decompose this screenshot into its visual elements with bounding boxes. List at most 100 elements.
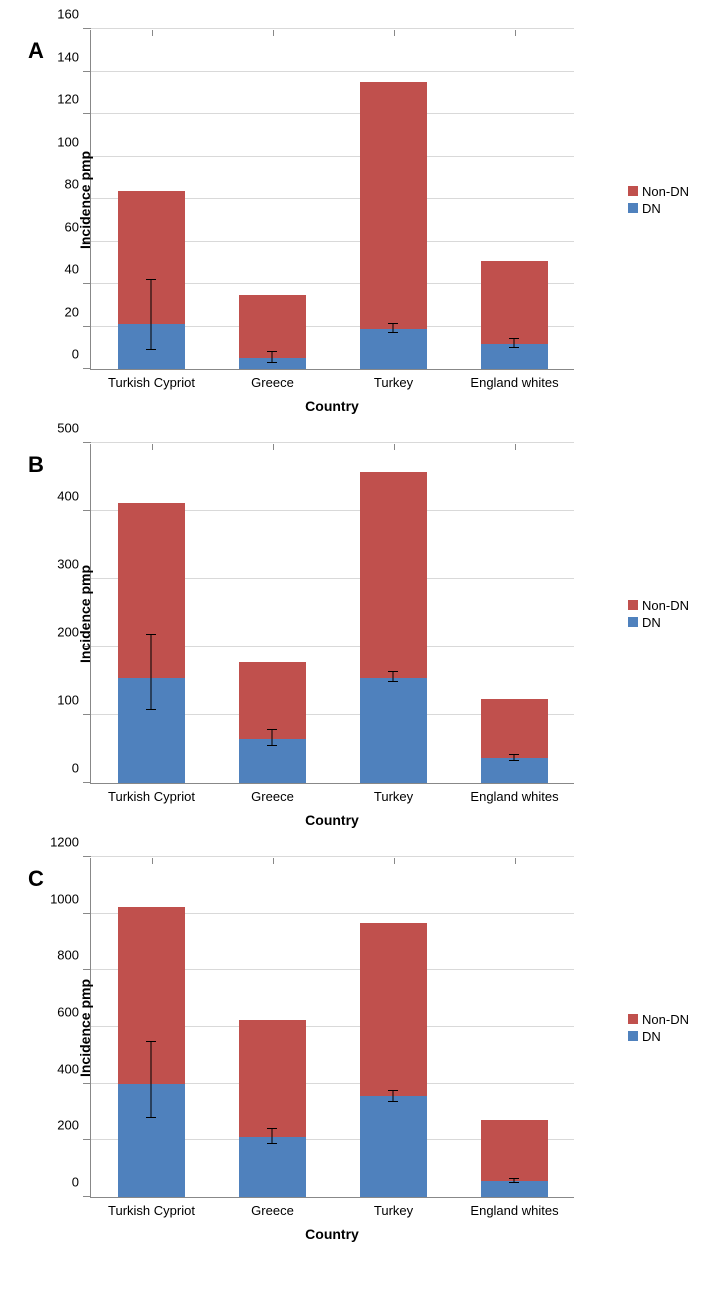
- legend-item: Non-DN: [628, 1012, 689, 1027]
- gridline: [91, 156, 574, 157]
- chart-panel-A: A020406080100120140160Incidence pmpTurki…: [20, 30, 694, 414]
- y-axis-label: Incidence pmp: [77, 150, 93, 248]
- x-tick: [394, 30, 395, 36]
- error-bar: [151, 1042, 152, 1118]
- bar-group: [239, 1020, 306, 1197]
- error-cap-top: [388, 1090, 398, 1091]
- legend-swatch: [628, 617, 638, 627]
- y-tick-label: 500: [57, 421, 91, 436]
- legend-label: Non-DN: [642, 1012, 689, 1027]
- y-tick-label: 1200: [50, 835, 91, 850]
- panel-label: A: [28, 38, 44, 64]
- error-cap-bottom: [146, 709, 156, 710]
- bar-segment-dn: [481, 1181, 548, 1197]
- bar-group: [239, 662, 306, 783]
- error-bar: [272, 1129, 273, 1144]
- x-tick: [273, 30, 274, 36]
- y-tick: [83, 969, 91, 970]
- y-tick: [83, 782, 91, 783]
- legend: Non-DN DN: [628, 1010, 689, 1046]
- y-tick-label: 0: [72, 761, 91, 776]
- y-tick: [83, 326, 91, 327]
- y-tick: [83, 510, 91, 511]
- chart-panel-C: C020040060080010001200Incidence pmpTurki…: [20, 858, 694, 1242]
- y-tick: [83, 442, 91, 443]
- bar-segment-non-dn: [360, 923, 427, 1097]
- bar-group: [360, 472, 427, 783]
- x-tick: [515, 30, 516, 36]
- legend-item: DN: [628, 201, 689, 216]
- y-tick-label: 400: [57, 489, 91, 504]
- y-tick: [83, 283, 91, 284]
- bar-segment-non-dn: [239, 662, 306, 739]
- x-tick-label: Turkish Cypriot: [108, 369, 195, 390]
- plot-area: 020040060080010001200Incidence pmpTurkis…: [90, 858, 574, 1198]
- legend-label: DN: [642, 615, 661, 630]
- x-tick-label: Turkish Cypriot: [108, 783, 195, 804]
- error-cap-bottom: [146, 349, 156, 350]
- bar-group: [481, 261, 548, 369]
- y-axis-label: Incidence pmp: [77, 978, 93, 1076]
- x-tick: [152, 858, 153, 864]
- legend-swatch: [628, 186, 638, 196]
- x-tick: [394, 444, 395, 450]
- x-tick-label: Turkey: [374, 369, 413, 390]
- error-cap-top: [146, 1041, 156, 1042]
- error-cap-top: [388, 671, 398, 672]
- error-cap-bottom: [509, 760, 519, 761]
- bar-segment-non-dn: [239, 1020, 306, 1137]
- y-tick: [83, 1139, 91, 1140]
- panel-label: B: [28, 452, 44, 478]
- y-tick-label: 120: [57, 92, 91, 107]
- gridline: [91, 113, 574, 114]
- legend: Non-DN DN: [628, 596, 689, 632]
- bar-group: [118, 503, 185, 783]
- x-tick: [273, 858, 274, 864]
- legend-swatch: [628, 203, 638, 213]
- y-tick-label: 140: [57, 49, 91, 64]
- error-cap-top: [267, 729, 277, 730]
- gridline: [91, 442, 574, 443]
- legend-item: DN: [628, 1029, 689, 1044]
- bar-segment-dn: [481, 758, 548, 783]
- plot-area: 0100200300400500Incidence pmpTurkish Cyp…: [90, 444, 574, 784]
- error-cap-top: [146, 634, 156, 635]
- y-tick: [83, 28, 91, 29]
- error-cap-top: [509, 754, 519, 755]
- y-tick-label: 100: [57, 693, 91, 708]
- y-tick-label: 800: [57, 948, 91, 963]
- chart-panel-B: B 0100200300400500Incidence pmpTurkish Cy…: [20, 444, 694, 828]
- error-cap-top: [146, 279, 156, 280]
- error-cap-bottom: [146, 1117, 156, 1118]
- x-tick-label: Greece: [251, 1197, 294, 1218]
- bar-segment-dn: [239, 1137, 306, 1197]
- bar-group: [481, 699, 548, 783]
- bar-group: [360, 82, 427, 369]
- y-tick-label: 20: [65, 304, 91, 319]
- y-tick-label: 100: [57, 134, 91, 149]
- y-tick: [83, 71, 91, 72]
- error-cap-top: [267, 1128, 277, 1129]
- y-tick: [83, 113, 91, 114]
- x-tick-label: England whites: [470, 369, 558, 390]
- bar-segment-non-dn: [481, 261, 548, 344]
- error-bar: [272, 730, 273, 746]
- y-tick-label: 200: [57, 1118, 91, 1133]
- gridline: [91, 856, 574, 857]
- bar-segment-non-dn: [481, 1120, 548, 1181]
- x-tick: [515, 444, 516, 450]
- legend-swatch: [628, 1014, 638, 1024]
- y-tick: [83, 368, 91, 369]
- error-cap-bottom: [388, 1101, 398, 1102]
- legend-label: Non-DN: [642, 598, 689, 613]
- bar-segment-non-dn: [360, 472, 427, 678]
- y-tick: [83, 856, 91, 857]
- legend: Non-DNDN: [628, 182, 689, 218]
- error-cap-bottom: [267, 1143, 277, 1144]
- legend-item: Non-DN: [628, 598, 689, 613]
- bar-segment-dn: [360, 1096, 427, 1197]
- bar-segment-non-dn: [239, 295, 306, 359]
- charts-root: A020406080100120140160Incidence pmpTurki…: [20, 30, 694, 1242]
- gridline: [91, 71, 574, 72]
- y-tick: [83, 913, 91, 914]
